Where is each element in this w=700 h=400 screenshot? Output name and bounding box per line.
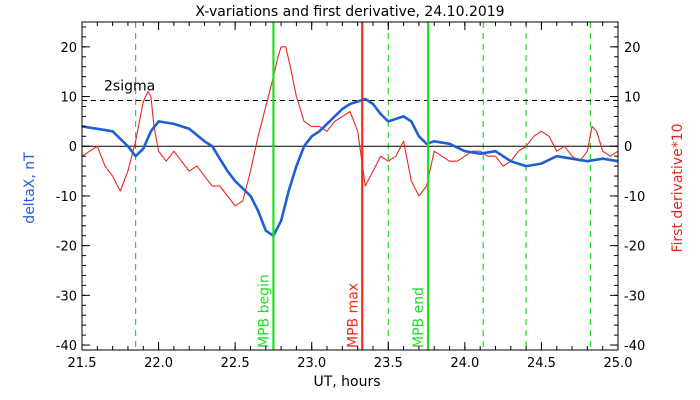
y-tick-label-right: -40 bbox=[624, 339, 645, 354]
y-tick-label-left: -10 bbox=[56, 190, 77, 205]
y-tick-label-right: 20 bbox=[624, 41, 641, 56]
y-tick-label-left: -20 bbox=[56, 240, 77, 255]
y-tick-label-left: 10 bbox=[60, 91, 77, 106]
y-tick-label-left: -30 bbox=[56, 289, 77, 304]
chart-title: X-variations and first derivative, 24.10… bbox=[195, 4, 504, 20]
x-tick-label: 23.0 bbox=[297, 356, 326, 371]
x-tick-label: 25.0 bbox=[604, 356, 633, 371]
series-line-derivative bbox=[81, 46, 619, 207]
x-tick-label: 24.5 bbox=[527, 356, 556, 371]
x-tick-label: 24.0 bbox=[450, 356, 479, 371]
threshold-label: 2sigma bbox=[104, 79, 155, 95]
y-tick-label-right: 0 bbox=[624, 140, 632, 155]
y-axis-label-right: First derivative*10 bbox=[670, 123, 686, 252]
series-line-deltaX bbox=[81, 97, 619, 237]
x-tick-label: 22.5 bbox=[221, 356, 250, 371]
y-tick-label-right: 10 bbox=[624, 91, 641, 106]
event-line-label: MPB begin bbox=[256, 274, 272, 348]
x-tick-label: 21.5 bbox=[68, 356, 97, 371]
y-tick-label-right: -20 bbox=[624, 240, 645, 255]
x-axis-label: UT, hours bbox=[313, 374, 380, 390]
event-line-label: MPB max bbox=[345, 283, 361, 348]
x-tick-label: 23.5 bbox=[374, 356, 403, 371]
plot-area: 2sigma MPB begin MPB max MPB end 21.5 22.0 22.… bbox=[56, 21, 645, 371]
x-tick-label: 22.0 bbox=[144, 356, 173, 371]
y-tick-label-right: -10 bbox=[624, 190, 645, 205]
y-tick-label-left: 0 bbox=[69, 140, 77, 155]
y-tick-label-right: -30 bbox=[624, 289, 645, 304]
y-axis-label-left: deltaX, nT bbox=[22, 152, 38, 224]
y-tick-label-left: 20 bbox=[60, 41, 77, 56]
event-line-label: MPB end bbox=[411, 287, 427, 348]
y-tick-label-left: -40 bbox=[56, 339, 77, 354]
